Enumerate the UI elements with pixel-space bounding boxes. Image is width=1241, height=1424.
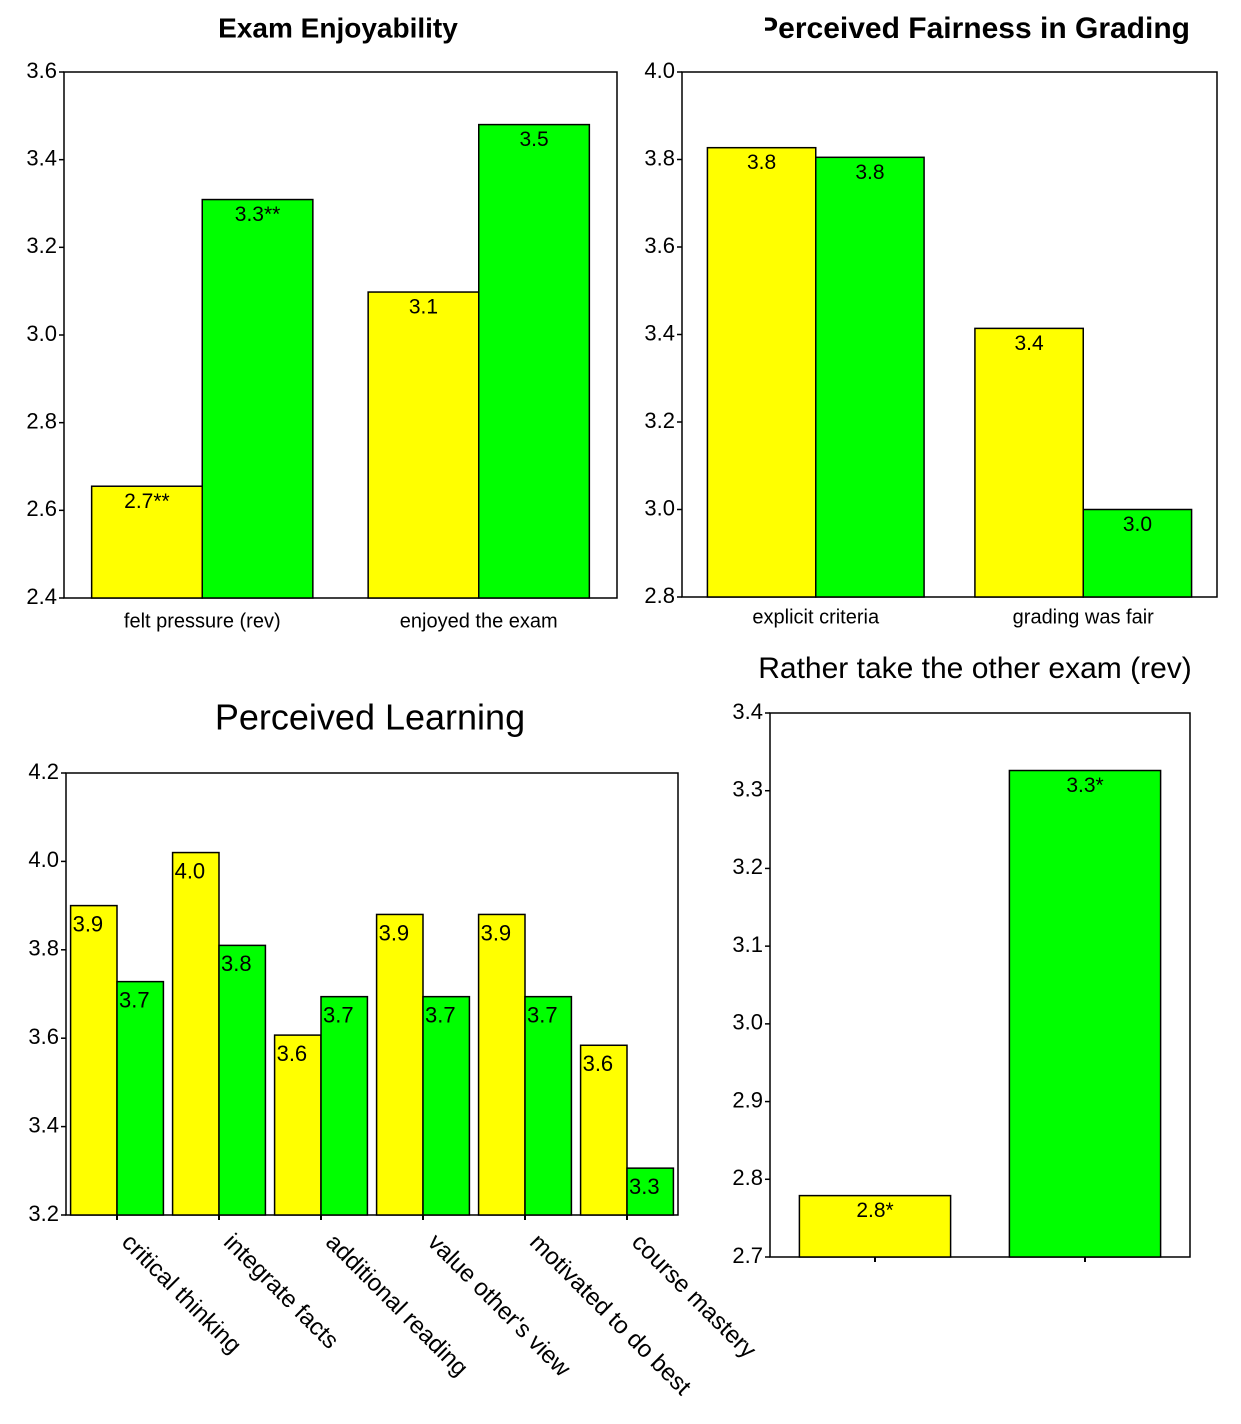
bar (974, 327, 1084, 598)
value-label: 3.9 (73, 911, 104, 936)
x-tick-label: felt pressure (rev) (124, 610, 281, 632)
y-tick-label: 4.0 (644, 58, 675, 83)
y-tick-label: 3.1 (732, 932, 763, 957)
y-tick-label: 3.0 (732, 1010, 763, 1035)
chart-title: Perceived Fairness in Grading (758, 12, 1190, 45)
value-label: 3.3 (629, 1174, 660, 1199)
value-label: 3.6 (277, 1041, 308, 1066)
y-tick-label: 3.6 (26, 58, 57, 83)
bar (273, 1034, 322, 1216)
bar (798, 1194, 952, 1258)
value-label: 3.9 (379, 920, 410, 945)
y-tick-label: 2.4 (26, 584, 57, 609)
y-tick-label: 3.8 (28, 936, 59, 961)
value-label: 2.8* (856, 1199, 893, 1222)
value-label: 3.3** (235, 203, 281, 226)
value-label: 3.6 (583, 1051, 614, 1076)
y-tick-label: 3.8 (644, 145, 675, 170)
bar (116, 980, 165, 1216)
y-tick-label: 3.6 (644, 233, 675, 258)
bar (69, 904, 118, 1216)
bar (524, 995, 573, 1216)
bar (1008, 769, 1162, 1258)
y-tick-label: 3.2 (26, 233, 57, 258)
value-label: 3.8 (747, 151, 776, 174)
value-label: 3.8 (221, 951, 252, 976)
y-tick-label: 2.8 (26, 408, 57, 433)
x-tick-label: enjoyed the exam (400, 610, 558, 632)
value-label: 3.7 (119, 987, 150, 1012)
value-label: 3.7 (323, 1002, 354, 1027)
value-label: 3.0 (1123, 513, 1152, 536)
y-tick-label: 3.6 (28, 1024, 59, 1049)
y-tick-label: 3.4 (26, 145, 57, 170)
bar (422, 995, 471, 1216)
bar (218, 944, 267, 1216)
y-tick-label: 3.3 (732, 777, 763, 802)
value-label: 3.1 (409, 296, 438, 319)
chart-title: Exam Enjoyability (218, 12, 458, 43)
chart-title: Perceived Learning (215, 697, 525, 738)
bar (579, 1044, 628, 1216)
y-tick-label: 2.9 (732, 1087, 763, 1112)
value-label: 3.8 (855, 161, 884, 184)
y-tick-label: 2.6 (26, 496, 57, 521)
x-tick-label: grading was fair (1013, 606, 1155, 628)
y-tick-label: 4.2 (28, 759, 59, 784)
plot-frame (65, 772, 679, 1216)
y-tick-label: 2.8 (732, 1165, 763, 1190)
chart-title: Rather take the other exam (rev) (758, 652, 1192, 685)
bar (815, 156, 925, 598)
value-label: 3.9 (481, 920, 512, 945)
bar (201, 198, 314, 599)
bar (626, 1167, 675, 1216)
y-tick-label: 2.7 (732, 1243, 763, 1268)
bar (706, 146, 817, 598)
y-tick-label: 3.0 (26, 321, 57, 346)
bar (1082, 508, 1193, 598)
value-label: 3.4 (1014, 332, 1044, 355)
bar (90, 485, 203, 599)
value-label: 3.5 (519, 128, 548, 151)
y-tick-label: 2.8 (644, 583, 675, 608)
bar (171, 851, 220, 1216)
x-tick-label: explicit criteria (752, 606, 880, 628)
value-label: 3.7 (425, 1002, 456, 1027)
y-tick-label: 3.2 (644, 408, 675, 433)
value-label: 4.0 (175, 858, 206, 883)
plot-frame (769, 712, 1191, 1258)
value-label: 2.7** (124, 490, 170, 513)
y-tick-label: 3.4 (28, 1112, 59, 1137)
bar (367, 291, 480, 599)
bar (320, 995, 369, 1216)
value-label: 3.7 (527, 1002, 558, 1027)
y-tick-label: 3.0 (644, 495, 675, 520)
bar (478, 123, 591, 599)
y-tick-label: 3.2 (732, 854, 763, 879)
y-tick-label: 3.4 (644, 320, 675, 345)
y-tick-label: 4.0 (28, 847, 59, 872)
y-tick-label: 3.4 (732, 699, 763, 724)
y-tick-label: 3.2 (28, 1201, 59, 1226)
bar (477, 913, 526, 1216)
value-label: 3.3* (1066, 774, 1103, 797)
bar (375, 913, 424, 1216)
